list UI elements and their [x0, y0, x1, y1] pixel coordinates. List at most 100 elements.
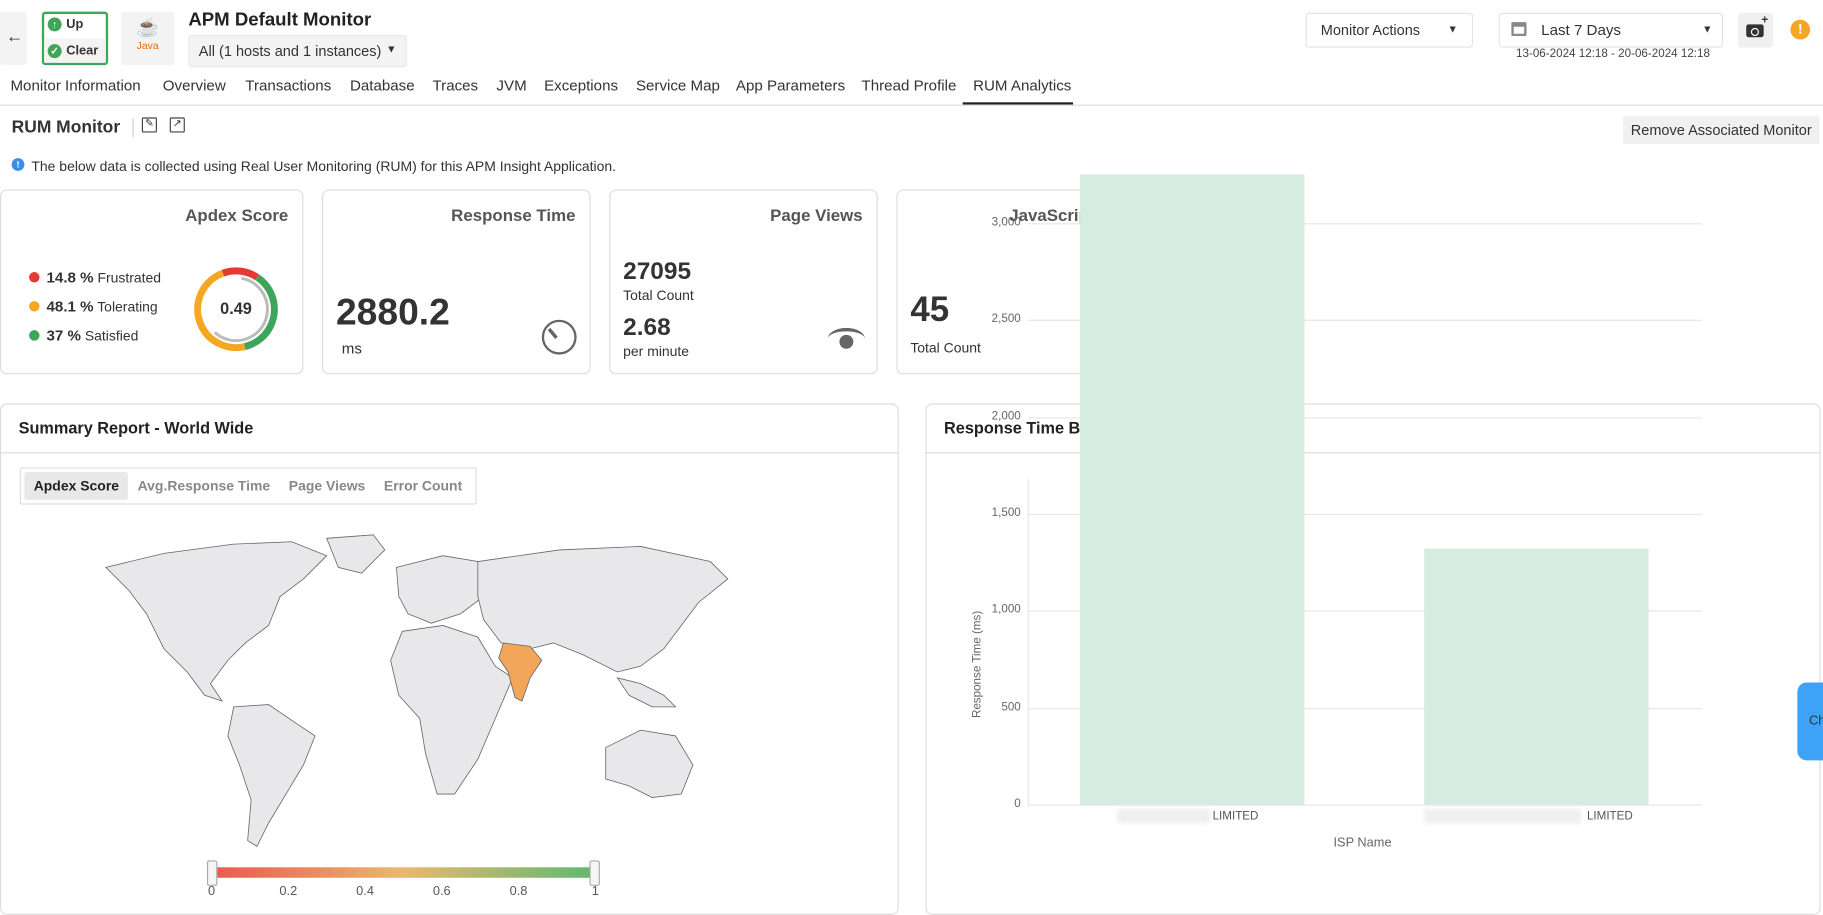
scale-label: 0.4: [356, 884, 374, 899]
legend-dot: [29, 330, 40, 341]
scale-label: 0: [208, 884, 216, 899]
map-south-america: [227, 704, 316, 847]
tab-overview[interactable]: Overview: [162, 76, 226, 95]
map-tab-error-count[interactable]: Error Count: [383, 477, 463, 495]
remove-associated-monitor-button[interactable]: Remove Associated Monitor: [1622, 116, 1820, 145]
apdex-color-scale[interactable]: [206, 860, 600, 886]
y-tick-label: 2,000: [991, 409, 1021, 423]
snapshot-button[interactable]: +: [1738, 12, 1773, 48]
map-tab-avg-response-time[interactable]: Avg.Response Time: [137, 477, 271, 495]
range-handle-max[interactable]: [589, 860, 600, 886]
arrow-left-icon: ←: [5, 26, 24, 47]
active-tab-indicator: [962, 102, 1074, 105]
tab-service-map[interactable]: Service Map: [635, 76, 720, 95]
world-map[interactable]: [94, 532, 745, 869]
scale-label: 1: [591, 884, 599, 899]
page-title: APM Default Monitor: [188, 10, 372, 31]
caret-down-icon: ▼: [1702, 23, 1713, 35]
response-time-unit: ms: [341, 339, 362, 357]
scale-label: 0.2: [279, 884, 298, 899]
caret-down-icon: ▼: [1447, 23, 1458, 35]
tab-database[interactable]: Database: [349, 76, 415, 95]
chart-title: Response Time By ISP (Top 10): [926, 405, 1820, 454]
y-tick-label: 1,000: [991, 603, 1021, 617]
map-europe: [396, 555, 485, 624]
tab-jvm[interactable]: JVM: [496, 76, 527, 95]
tabs-divider: [0, 104, 1823, 106]
redacted-isp-name: [1424, 809, 1582, 824]
map-north-america: [104, 541, 328, 702]
date-range: 13-06-2024 12:18 - 20-06-2024 12:18: [1516, 47, 1710, 61]
tab-app-parameters[interactable]: App Parameters: [735, 76, 846, 95]
apdex-legend-frustrated: 14.8 % Frustrated: [29, 269, 161, 286]
legend-dot: [29, 272, 40, 283]
response-time-value: 2880.2: [335, 290, 450, 333]
y-tick-label: 1,500: [991, 506, 1021, 520]
timer-icon: [541, 319, 577, 355]
scale-label: 0.6: [432, 884, 451, 899]
calendar-icon: [1511, 22, 1527, 37]
info-icon: !: [11, 158, 25, 171]
y-tick-label: 0: [1014, 797, 1021, 811]
status-clear: Clear: [66, 43, 99, 58]
y-tick-label: 500: [1001, 700, 1021, 714]
y-axis: [1027, 478, 1029, 805]
external-edit-icon[interactable]: ↗: [169, 117, 185, 133]
check-icon: ✓: [47, 43, 62, 58]
apdex-donut: [194, 267, 278, 352]
bar-0[interactable]: [1080, 173, 1305, 805]
tab-thread-profile[interactable]: Thread Profile: [861, 76, 957, 95]
caret-down-icon: ▼: [386, 43, 397, 55]
map-tab-apdex-score[interactable]: Apdex Score: [24, 472, 129, 500]
x-axis-label: ISP Name: [1333, 835, 1392, 850]
range-handle-min[interactable]: [206, 860, 218, 886]
map-africa: [390, 625, 514, 795]
tab-traces[interactable]: Traces: [432, 76, 479, 95]
tab-monitor-information[interactable]: Monitor Information: [10, 76, 141, 95]
map-greenland: [326, 534, 386, 574]
x-tick-label: LIMITED: [1212, 810, 1259, 824]
arrow-up-icon: ↑: [47, 17, 62, 32]
tab-rum-analytics[interactable]: RUM Analytics: [973, 76, 1072, 95]
gridline: [1027, 804, 1703, 806]
eye-icon: [827, 327, 865, 350]
divider: [132, 118, 134, 138]
edit-icon[interactable]: ✎: [141, 117, 157, 133]
alert-icon[interactable]: !: [1790, 19, 1811, 40]
gridline: [1027, 416, 1703, 419]
gridline: [1027, 513, 1703, 516]
tab-transactions[interactable]: Transactions: [245, 76, 332, 95]
apdex-legend-satisfied: 37 % Satisfied: [29, 327, 138, 344]
page-views-card: Page Views 27095 Total Count 2.68 per mi…: [609, 189, 878, 375]
apdex-legend-tolerating: 48.1 % Tolerating: [29, 298, 158, 315]
instance-select[interactable]: All (1 hosts and 1 instances) ▼: [188, 34, 407, 68]
map-australia: [605, 729, 694, 798]
status-badge: ↑ Up ✓ Clear: [41, 11, 109, 66]
back-button[interactable]: ←: [0, 11, 27, 66]
java-logo: ☕ Java: [120, 11, 175, 66]
tab-exceptions[interactable]: Exceptions: [544, 76, 619, 95]
map-tab-page-views[interactable]: Page Views: [288, 477, 366, 495]
y-axis-label: Response Time (ms): [971, 610, 985, 719]
side-chat-tab[interactable]: Ch: [1797, 682, 1823, 761]
monitor-actions-dropdown[interactable]: Monitor Actions ▼: [1305, 12, 1474, 48]
js-errors-value: 45: [910, 290, 950, 330]
map-southeast-asia: [616, 677, 677, 708]
bar-1[interactable]: [1424, 548, 1649, 805]
scale-label: 0.8: [509, 884, 528, 899]
gridline: [1027, 223, 1703, 225]
y-tick-label: 2,500: [991, 313, 1021, 326]
coffee-cup-icon: ☕: [136, 18, 160, 39]
redacted-isp-name: [1117, 809, 1211, 824]
rum-monitor-title: RUM Monitor: [11, 117, 121, 138]
donut-segment-satisfied: [194, 267, 278, 352]
x-tick-label: LIMITED: [1586, 810, 1633, 824]
apdex-score: 0.49: [220, 298, 252, 318]
period-dropdown[interactable]: Last 7 Days ▼: [1498, 12, 1723, 48]
summary-panel: Summary Report - World Wide Apdex Score A…: [0, 403, 899, 915]
status-up: Up: [66, 17, 84, 32]
map-india: [498, 642, 543, 702]
gridline: [1027, 320, 1703, 322]
y-tick-label: 3,000: [991, 216, 1021, 230]
page-views-total: 27095: [623, 258, 692, 285]
